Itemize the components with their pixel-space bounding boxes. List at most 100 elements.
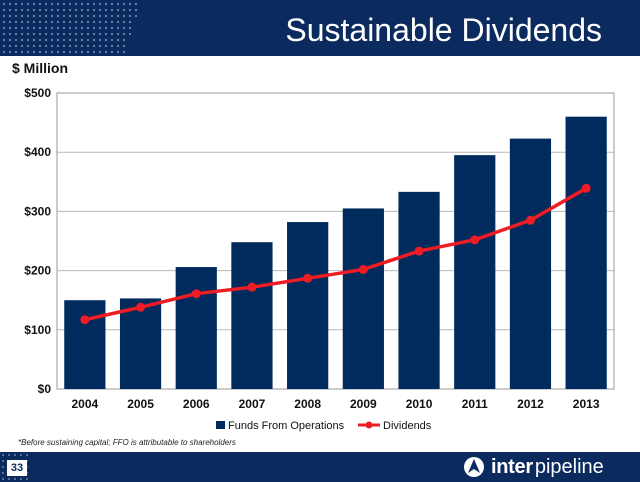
header-dot <box>110 26 114 30</box>
header-dot <box>38 38 42 42</box>
header-dot <box>134 2 138 6</box>
header-dot <box>74 2 78 6</box>
ffo-bar <box>342 208 384 389</box>
header-dot <box>80 38 84 42</box>
header-dot <box>2 32 6 36</box>
header-dot <box>26 50 30 54</box>
header-dot <box>20 44 24 48</box>
header-dot <box>62 20 66 24</box>
header-dot <box>80 26 84 30</box>
plot-area-border <box>56 92 615 390</box>
footer-dot <box>2 466 4 468</box>
ffo-bar <box>64 300 106 389</box>
header-dot <box>98 44 102 48</box>
header-dot <box>44 50 48 54</box>
header-dot <box>134 14 138 18</box>
footer-dot <box>20 454 22 456</box>
header-dot <box>8 32 12 36</box>
header-dot <box>116 8 120 12</box>
footer-dot <box>2 478 4 480</box>
dividend-point <box>414 246 424 256</box>
header-dot <box>14 32 18 36</box>
header-dot <box>122 20 126 24</box>
header-dot <box>62 2 66 6</box>
header-dot <box>92 50 96 54</box>
header-dot <box>14 26 18 30</box>
header-dot <box>8 14 12 18</box>
x-tick-label: 2006 <box>183 397 210 411</box>
header-dot <box>116 20 120 24</box>
header-dot <box>74 14 78 18</box>
footer-dot <box>8 478 10 480</box>
header-dot <box>68 50 72 54</box>
slide-title: Sustainable Dividends <box>285 12 602 48</box>
header-dot <box>92 38 96 42</box>
header-dot <box>104 2 108 6</box>
header-dot <box>98 2 102 6</box>
dividends-line <box>84 186 588 322</box>
header-dot <box>50 20 54 24</box>
header-dot <box>86 26 90 30</box>
header-dot <box>62 8 66 12</box>
header-dot <box>32 38 36 42</box>
header-dot <box>26 2 30 6</box>
header-dot <box>128 2 132 6</box>
header-dot <box>86 2 90 6</box>
header-dot <box>44 44 48 48</box>
x-tick-label: 2005 <box>127 397 154 411</box>
x-tick-label: 2004 <box>71 397 98 411</box>
header-dot <box>86 32 90 36</box>
header-dot <box>32 20 36 24</box>
header-dot <box>74 38 78 42</box>
inter-pipeline-logo-icon <box>464 457 484 477</box>
header-dot <box>44 8 48 12</box>
header-dot <box>2 26 6 30</box>
header-dot <box>116 44 120 48</box>
footer-dot <box>26 478 28 480</box>
header-dot <box>8 20 12 24</box>
y-tick-label: $100 <box>24 323 51 337</box>
header-dot <box>38 14 42 18</box>
header-dot <box>122 8 126 12</box>
header-dot-pattern <box>2 2 138 54</box>
header-dot <box>56 26 60 30</box>
header-dot <box>32 2 36 6</box>
header-dot <box>8 50 12 54</box>
header-dot <box>26 20 30 24</box>
header-dot <box>8 38 12 42</box>
header-dot <box>56 2 60 6</box>
header-dot <box>26 14 30 18</box>
dividend-point <box>136 302 146 312</box>
header-dot <box>50 26 54 30</box>
ffo-bar <box>175 267 217 389</box>
page-number: 33 <box>7 460 27 476</box>
header-dot <box>38 32 42 36</box>
legend-swatch-ffo <box>216 421 225 429</box>
header-dot <box>80 32 84 36</box>
header-dot <box>20 20 24 24</box>
header-dot <box>92 20 96 24</box>
header-dot <box>98 32 102 36</box>
header-dot <box>128 20 132 24</box>
header-dot <box>74 32 78 36</box>
footer-dot <box>2 460 4 462</box>
footnote: *Before sustaining capital; FFO is attri… <box>18 438 236 447</box>
header-dot <box>104 38 108 42</box>
header-dot <box>68 44 72 48</box>
header-dot <box>86 14 90 18</box>
header-dot <box>128 32 132 36</box>
header-dot <box>32 26 36 30</box>
header-dot <box>8 2 12 6</box>
header-dot <box>104 50 108 54</box>
header-dot <box>38 2 42 6</box>
header-dot <box>14 44 18 48</box>
header-dot <box>62 50 66 54</box>
header-dot <box>14 14 18 18</box>
header-dot <box>98 8 102 12</box>
header-dot <box>20 26 24 30</box>
footer-dot <box>2 472 4 474</box>
header-dot <box>68 26 72 30</box>
header-dot <box>68 2 72 6</box>
header-dot <box>110 14 114 18</box>
header-dot <box>116 32 120 36</box>
